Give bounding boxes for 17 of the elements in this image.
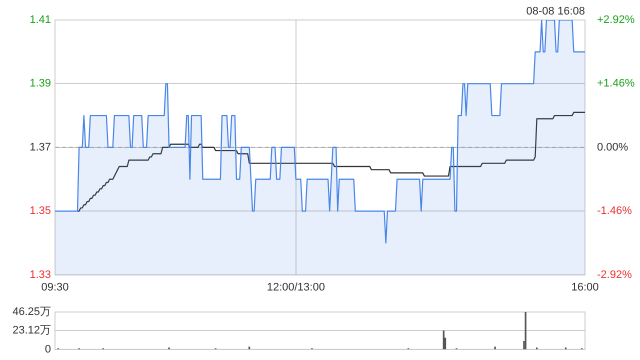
y-tick-label: 1.39 <box>30 78 51 90</box>
x-tick-label: 12:00/13:00 <box>266 281 325 294</box>
y-tick-label: 23.12万 <box>12 324 51 337</box>
text: 08-08 16:08 <box>526 6 585 18</box>
y2-tick-label: +1.46% <box>597 78 635 90</box>
y-tick-label: 1.35 <box>30 205 51 218</box>
x-tick-label: 16:00 <box>571 281 599 294</box>
y-tick-label: 1.37 <box>30 141 51 154</box>
y2-tick-label: +2.92% <box>597 14 635 26</box>
y2-tick-label: -2.92% <box>597 268 632 281</box>
y2-tick-label: -1.46% <box>597 205 632 218</box>
y-tick-label: 0 <box>44 343 51 356</box>
x-tick-label: 09:30 <box>41 281 69 294</box>
y-tick-label: 1.41 <box>30 14 51 26</box>
y-tick-label: 46.25万 <box>12 306 51 318</box>
y-tick-label: 1.33 <box>30 268 51 281</box>
y2-tick-label: 0.00% <box>597 141 628 154</box>
